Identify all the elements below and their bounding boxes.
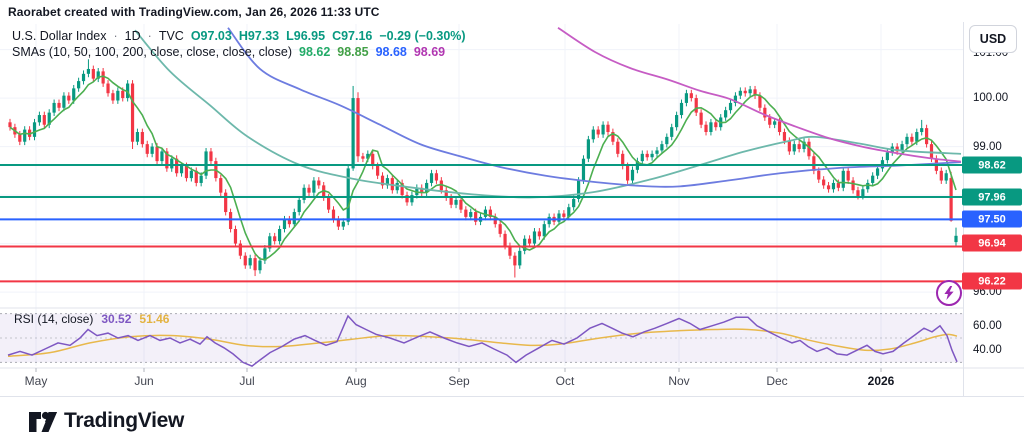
symbol-legend-row-2: SMAs (10, 50, 100, 200, close, close, cl… [12, 44, 466, 60]
time-axis-label: Oct [555, 374, 575, 388]
sma10-value: 98.62 [299, 45, 331, 59]
ohlc-low: L96.95 [286, 29, 326, 43]
time-axis-label: Aug [345, 374, 367, 388]
price-level-badge: 96.94 [962, 234, 1022, 252]
time-axis-label: Dec [766, 374, 788, 388]
price-level-badge: 97.96 [962, 188, 1022, 206]
lightning-bolt-button[interactable] [936, 280, 962, 306]
rsi-ma-value: 51.46 [139, 312, 170, 326]
time-axis-label: Nov [668, 374, 690, 388]
sma-settings-label[interactable]: SMAs (10, 50, 100, 200, close, close, cl… [12, 45, 292, 59]
price-level-badge: 97.50 [962, 210, 1022, 228]
ohlc-close: C97.16 [332, 29, 373, 43]
currency-toggle-button[interactable]: USD [969, 25, 1017, 53]
price-axis-label: 99.00 [973, 141, 1002, 153]
attribution-text: Raorabet created with TradingView.com, J… [8, 5, 380, 19]
symbol-interval[interactable]: 1D [124, 29, 141, 43]
price-level-badge: 96.22 [962, 272, 1022, 290]
time-axis[interactable]: May Jun Jul Aug Sep Oct Nov Dec 2026 [0, 368, 964, 395]
sma200-value: 98.69 [413, 45, 446, 59]
time-axis-label: 2026 [867, 374, 895, 388]
symbol-legend[interactable]: U.S. Dollar Index · 1D · TVC O97.03 H97.… [12, 28, 466, 60]
symbol-legend-row-1: U.S. Dollar Index · 1D · TVC O97.03 H97.… [12, 28, 466, 44]
legend-separator: · [113, 29, 118, 43]
legend-separator: · [147, 29, 152, 43]
ohlc-open: O97.03 [190, 29, 232, 43]
tradingview-brand-text[interactable]: TradingView [64, 409, 185, 432]
tradingview-logo-icon[interactable] [28, 410, 58, 438]
ohlc-change: −0.29 (−0.30%) [379, 29, 466, 43]
symbol-title[interactable]: U.S. Dollar Index [12, 29, 107, 43]
time-axis-label: Jun [134, 374, 154, 388]
rsi-value: 30.52 [101, 312, 132, 326]
footer-bar: TradingView [0, 396, 1024, 448]
rsi-axis-label: 60.00 [973, 320, 1002, 332]
time-axis-label: May [24, 374, 48, 388]
price-level-badge: 98.62 [962, 156, 1022, 174]
price-axis-label: 100.00 [973, 92, 1009, 104]
rsi-title: RSI (14, close) [14, 312, 94, 326]
lightning-bolt-icon [944, 286, 954, 300]
price-axis[interactable]: 101.00 100.00 99.00 96.00 60.00 40.00 98.62 97.… [962, 22, 1024, 396]
symbol-exchange: TVC [158, 29, 184, 43]
time-axis-label: Sep [448, 374, 470, 388]
rsi-legend[interactable]: RSI (14, close) 30.52 51.46 [14, 312, 169, 326]
ohlc-high: H97.33 [238, 29, 280, 43]
sma100-value: 98.68 [375, 45, 407, 59]
sma50-value: 98.85 [337, 45, 369, 59]
time-axis-label: Jul [239, 374, 255, 388]
rsi-axis-label: 40.00 [973, 344, 1002, 356]
